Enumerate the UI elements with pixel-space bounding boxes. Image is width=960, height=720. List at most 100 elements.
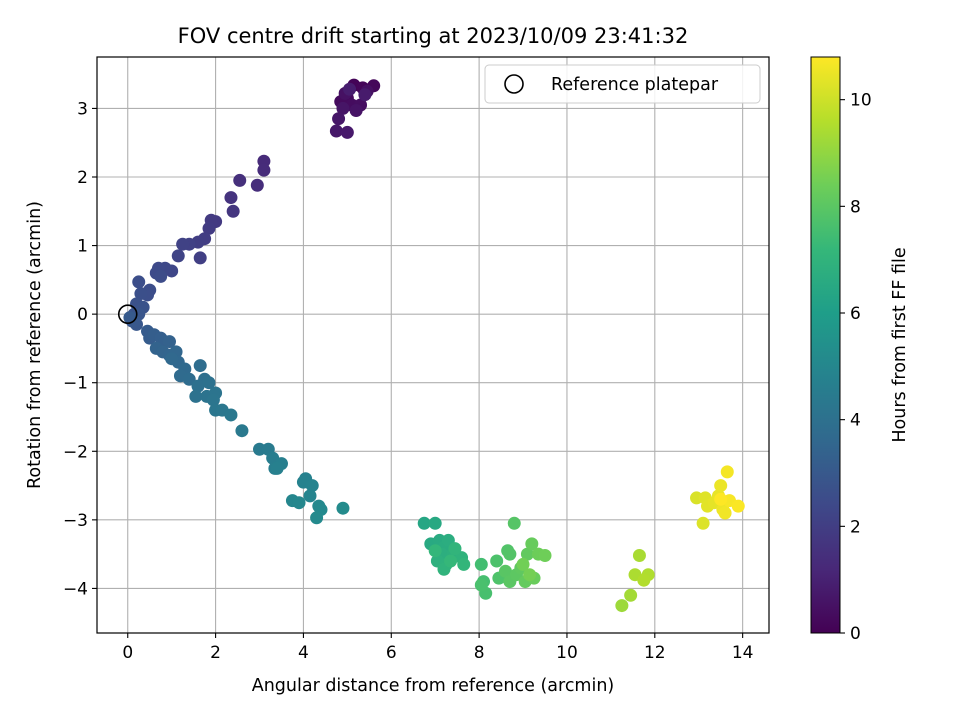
data-point xyxy=(349,103,363,117)
colorbar-tick-label: 8 xyxy=(850,197,861,217)
scatter-points xyxy=(123,78,745,613)
data-point xyxy=(428,516,442,530)
chart-title: FOV centre drift starting at 2023/10/09 … xyxy=(178,24,689,48)
colorbar-tick-label: 6 xyxy=(850,304,861,324)
data-point xyxy=(632,549,646,563)
y-tick-label: −2 xyxy=(63,442,88,462)
data-point xyxy=(525,537,539,551)
data-point xyxy=(332,112,346,126)
data-point xyxy=(417,516,431,530)
data-point xyxy=(507,516,521,530)
legend-entry-label: Reference platepar xyxy=(551,75,719,95)
data-point xyxy=(182,372,196,386)
data-point xyxy=(171,249,185,263)
data-point xyxy=(292,496,306,510)
colorbar-tick-label: 4 xyxy=(850,411,861,431)
data-point xyxy=(448,542,462,556)
x-tick-label: 12 xyxy=(644,643,666,663)
x-tick-label: 4 xyxy=(298,643,309,663)
data-point xyxy=(498,564,512,578)
data-point xyxy=(206,393,220,407)
y-tick-label: 0 xyxy=(77,305,88,325)
x-axis-label: Angular distance from reference (arcmin) xyxy=(252,676,615,696)
data-point xyxy=(520,547,534,561)
y-tick-label: 1 xyxy=(77,237,88,257)
colorbar-ticks: 0 2 4 6 8 10 xyxy=(840,91,872,644)
colorbar-tick-label: 2 xyxy=(850,517,861,537)
legend-marker xyxy=(504,74,524,94)
data-point xyxy=(720,465,734,479)
data-point xyxy=(176,237,190,251)
data-point xyxy=(538,549,552,563)
legend-box xyxy=(484,64,761,104)
data-point xyxy=(523,568,537,582)
colorbar xyxy=(810,56,841,634)
data-point xyxy=(358,88,372,102)
data-point xyxy=(257,154,271,168)
data-point xyxy=(624,588,638,602)
data-point xyxy=(250,178,264,192)
reference-platepar-marker xyxy=(117,304,138,324)
data-point xyxy=(336,101,350,115)
data-point xyxy=(134,287,148,301)
data-point xyxy=(340,125,354,139)
y-tick-label: 3 xyxy=(77,99,88,119)
data-point xyxy=(310,511,324,525)
data-point xyxy=(202,376,216,390)
data-point xyxy=(305,479,319,493)
y-tick-label: −1 xyxy=(63,374,88,394)
data-point xyxy=(714,479,728,493)
data-point xyxy=(233,173,247,187)
data-point xyxy=(224,191,238,205)
data-point xyxy=(343,82,357,96)
data-point xyxy=(165,352,179,366)
x-tick-label: 10 xyxy=(556,643,578,663)
y-tick-label: −3 xyxy=(63,511,88,531)
data-point xyxy=(731,499,745,513)
data-point xyxy=(270,461,284,475)
data-point xyxy=(457,557,471,571)
x-tick-label: 0 xyxy=(122,643,133,663)
data-point xyxy=(714,492,728,506)
data-point xyxy=(615,599,629,613)
data-point xyxy=(189,389,203,403)
data-point xyxy=(329,124,343,138)
data-point xyxy=(336,501,350,515)
data-point xyxy=(132,275,146,289)
colorbar-tick-label: 10 xyxy=(850,91,872,111)
data-point xyxy=(202,221,216,235)
data-point xyxy=(193,359,207,373)
data-point xyxy=(718,506,732,520)
data-point xyxy=(193,251,207,265)
data-point xyxy=(191,379,205,393)
y-tick-label: −4 xyxy=(63,579,88,599)
data-point xyxy=(474,578,488,592)
data-point xyxy=(490,554,504,568)
y-tick-label: 2 xyxy=(77,168,88,188)
y-axis-label: Rotation from reference (arcmin) xyxy=(25,201,45,489)
x-tick-label: 8 xyxy=(474,643,485,663)
colorbar-tick-label: 0 xyxy=(850,624,861,644)
data-point xyxy=(154,269,168,283)
legend: Reference platepar xyxy=(484,64,761,104)
data-point xyxy=(162,335,176,349)
data-point xyxy=(235,424,249,438)
x-tick-label: 6 xyxy=(386,643,397,663)
plot-frame xyxy=(96,56,770,634)
colorbar-label: Hours from first FF file xyxy=(890,247,910,442)
data-point xyxy=(224,408,238,422)
data-point xyxy=(428,544,442,558)
data-point xyxy=(474,557,488,571)
y-axis-ticks: −4 −3 −2 −1 0 1 2 3 xyxy=(63,99,97,599)
data-point xyxy=(637,573,651,587)
data-point xyxy=(503,547,517,561)
data-point xyxy=(444,554,458,568)
x-axis-ticks: 0 2 4 6 8 10 12 14 xyxy=(122,633,753,663)
data-point xyxy=(303,489,317,503)
x-tick-label: 2 xyxy=(210,643,221,663)
data-point xyxy=(516,557,530,571)
data-point xyxy=(226,204,240,218)
x-tick-label: 14 xyxy=(732,643,754,663)
data-point xyxy=(257,163,271,177)
